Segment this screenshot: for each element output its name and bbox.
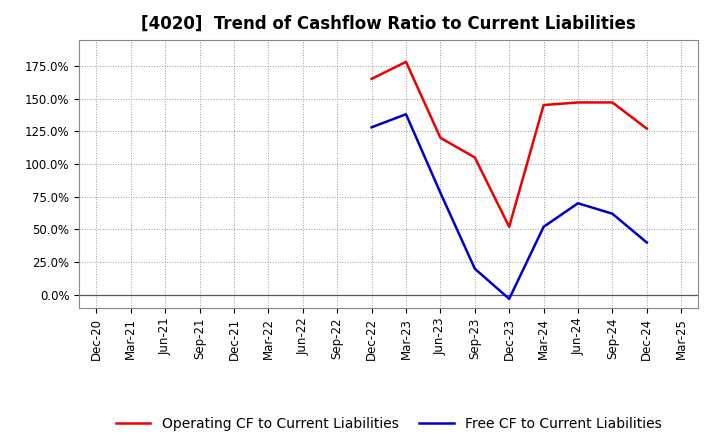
- Line: Operating CF to Current Liabilities: Operating CF to Current Liabilities: [372, 62, 647, 227]
- Free CF to Current Liabilities: [642, 240, 651, 245]
- Operating CF to Current Liabilities: [367, 76, 376, 81]
- Free CF to Current Liabilities: [470, 266, 479, 271]
- Operating CF to Current Liabilities: [539, 103, 548, 108]
- Free CF to Current Liabilities: [436, 190, 445, 195]
- Line: Free CF to Current Liabilities: Free CF to Current Liabilities: [372, 114, 647, 299]
- Free CF to Current Liabilities: [539, 224, 548, 230]
- Legend: Operating CF to Current Liabilities, Free CF to Current Liabilities: Operating CF to Current Liabilities, Fre…: [110, 411, 667, 436]
- Operating CF to Current Liabilities: [436, 135, 445, 140]
- Free CF to Current Liabilities: [505, 296, 513, 301]
- Operating CF to Current Liabilities: [505, 224, 513, 230]
- Free CF to Current Liabilities: [608, 211, 617, 216]
- Operating CF to Current Liabilities: [642, 126, 651, 131]
- Free CF to Current Liabilities: [574, 201, 582, 206]
- Operating CF to Current Liabilities: [574, 100, 582, 105]
- Title: [4020]  Trend of Cashflow Ratio to Current Liabilities: [4020] Trend of Cashflow Ratio to Curren…: [141, 15, 636, 33]
- Free CF to Current Liabilities: [367, 125, 376, 130]
- Operating CF to Current Liabilities: [608, 100, 617, 105]
- Operating CF to Current Liabilities: [402, 59, 410, 65]
- Free CF to Current Liabilities: [402, 112, 410, 117]
- Operating CF to Current Liabilities: [470, 155, 479, 160]
